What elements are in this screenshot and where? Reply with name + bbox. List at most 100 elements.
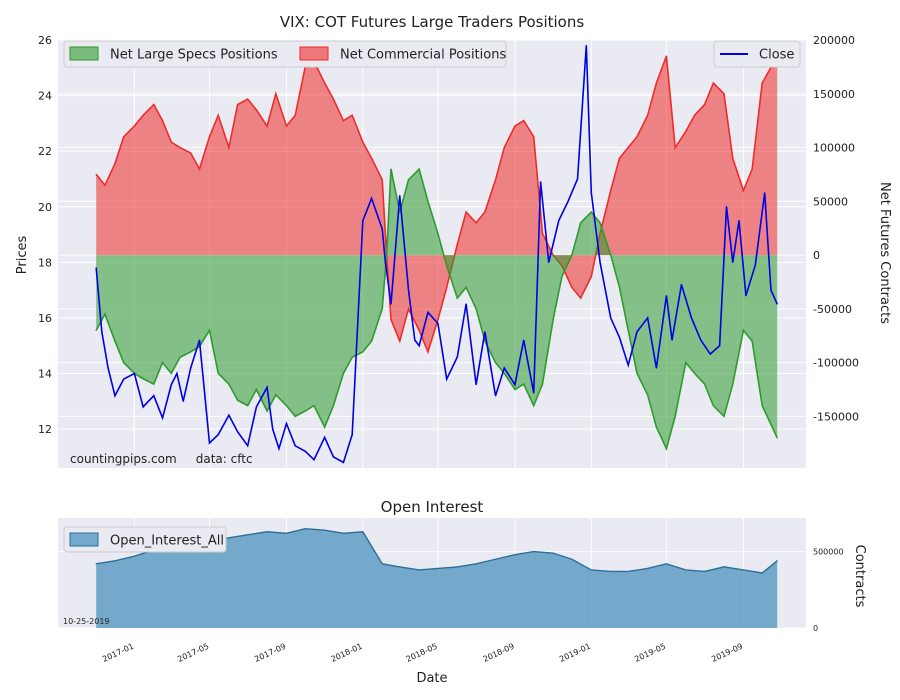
close-point	[381, 228, 383, 230]
specs-point	[247, 405, 249, 407]
specs-point	[161, 362, 164, 364]
close-point	[647, 317, 649, 319]
close-point	[342, 461, 345, 464]
commercial-point	[523, 120, 525, 122]
close-point	[407, 289, 410, 291]
commercial-point	[390, 318, 392, 321]
commercial-point	[503, 146, 505, 149]
specs-point	[142, 378, 144, 380]
bottom-tick-label: 0	[813, 624, 818, 633]
date-tick-label: 2018-05	[405, 642, 439, 664]
specs-point	[104, 313, 106, 315]
specs-point	[179, 356, 181, 358]
close-point	[332, 456, 335, 458]
date-tick-label: 2019-01	[558, 642, 592, 664]
right-tick-label: 50000	[813, 195, 848, 208]
commercial-point	[514, 125, 516, 127]
specs-point	[153, 383, 155, 385]
open-interest-point	[533, 551, 535, 553]
specs-point	[465, 286, 467, 288]
legend-label-close: Close	[759, 48, 794, 63]
right-tick-label: 200000	[813, 34, 855, 47]
open-interest-point	[114, 560, 116, 562]
close-point	[636, 331, 638, 333]
specs-point	[723, 415, 725, 417]
left-tick-label: 22	[38, 145, 52, 158]
specs-point	[255, 388, 258, 391]
close-point	[514, 384, 516, 386]
specs-point	[475, 308, 477, 310]
commercial-point	[712, 82, 714, 84]
specs-point	[351, 356, 353, 358]
open-interest-point	[324, 529, 326, 531]
commercial-point	[655, 82, 658, 84]
left-tick-label: 16	[38, 312, 52, 325]
commercial-point	[484, 211, 486, 213]
commercial-point	[247, 98, 249, 100]
commercial-point	[693, 114, 696, 116]
date-tick-label: 2017-01	[101, 642, 135, 664]
close-point	[709, 353, 711, 355]
commercial-point	[494, 179, 497, 181]
close-point	[95, 267, 97, 269]
close-point	[719, 345, 721, 347]
specs-point	[342, 372, 345, 374]
close-point	[142, 406, 144, 408]
specs-point	[590, 211, 592, 213]
commercial-point	[294, 114, 296, 116]
left-tick-label: 20	[38, 201, 52, 214]
commercial-point	[114, 163, 116, 165]
close-point	[754, 264, 756, 266]
specs-area	[96, 169, 778, 449]
commercial-point	[142, 114, 144, 116]
close-point	[170, 384, 172, 386]
specs-point	[217, 372, 219, 374]
specs-point	[446, 265, 448, 267]
commercial-point	[399, 340, 401, 342]
close-point	[503, 367, 505, 369]
commercial-point	[456, 243, 458, 245]
specs-point	[674, 415, 676, 417]
date-tick-label: 2018-09	[482, 642, 516, 664]
top-chart-title: VIX: COT Futures Large Traders Positions	[280, 13, 585, 31]
close-point	[237, 431, 239, 433]
close-point	[732, 261, 734, 263]
close-point	[446, 378, 448, 380]
open-interest-point	[590, 569, 592, 571]
close-point	[399, 195, 401, 197]
specs-point	[732, 383, 734, 385]
close-point	[618, 336, 621, 338]
commercial-point	[190, 152, 192, 154]
open-interest-point	[514, 554, 516, 556]
commercial-point	[610, 189, 612, 192]
close-point	[266, 386, 268, 389]
specs-point	[285, 405, 288, 407]
bottom-y-axis-label: Contracts	[852, 545, 867, 608]
close-point	[255, 406, 258, 408]
left-tick-label: 18	[38, 256, 52, 269]
open-interest-point	[552, 552, 554, 554]
specs-point	[571, 254, 573, 256]
close-point	[198, 339, 201, 341]
commercial-point	[285, 125, 288, 127]
date-tick-label: 2017-05	[176, 642, 210, 664]
commercial-point	[133, 125, 135, 127]
commercial-point	[703, 103, 706, 106]
close-point	[208, 442, 211, 444]
close-point	[272, 428, 274, 430]
close-point	[384, 261, 386, 263]
close-point	[123, 378, 125, 380]
close-point	[427, 311, 429, 313]
specs-point	[533, 405, 535, 407]
specs-point	[580, 222, 582, 224]
specs-point	[693, 372, 696, 374]
close-point	[680, 283, 683, 286]
right-tick-label: -100000	[813, 357, 859, 370]
close-point	[107, 367, 109, 369]
commercial-point	[437, 318, 439, 321]
open-interest-point	[418, 569, 420, 571]
close-point	[313, 459, 315, 461]
close-point	[414, 339, 416, 341]
open-interest-point	[437, 567, 439, 570]
commercial-area	[96, 56, 778, 352]
